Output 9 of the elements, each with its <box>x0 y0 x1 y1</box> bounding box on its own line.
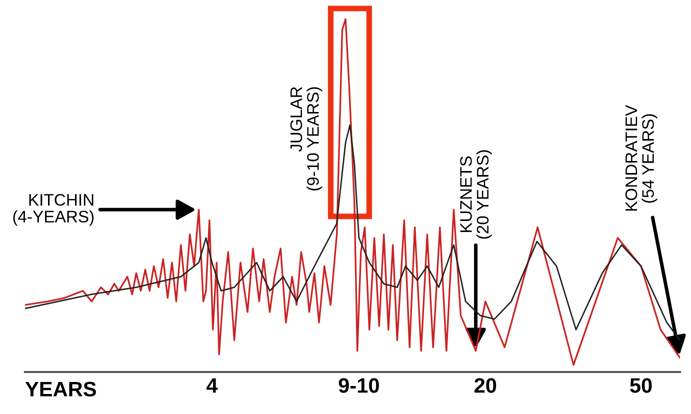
annotation: KITCHIN (4-YEARS) <box>13 194 94 226</box>
annotation: KUZNETS (20 YEARS) <box>460 150 492 239</box>
x-tick-label: 9-10 <box>338 378 379 393</box>
x-tick-label: 20 <box>474 378 496 393</box>
annotation: KONDRATIEV (54 YEARS) <box>625 105 658 211</box>
x-tick-label: 4 <box>206 378 218 393</box>
x-axis-title: YEARS <box>25 382 96 396</box>
annotation: JUGLAR (9-10 YEARS) <box>290 86 322 190</box>
x-tick-label: 50 <box>630 378 652 393</box>
